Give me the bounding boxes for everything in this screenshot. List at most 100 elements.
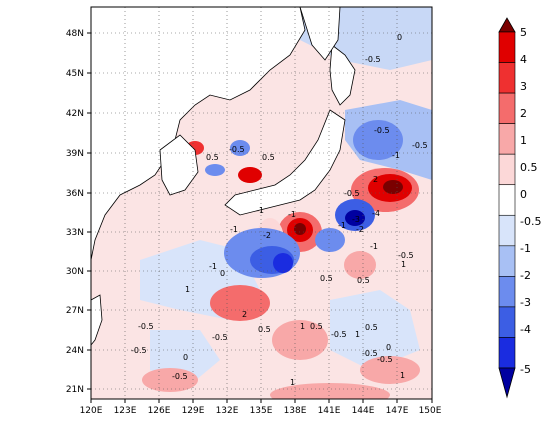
contour-label: -2	[263, 231, 271, 240]
lat-label: 36N	[66, 189, 84, 199]
colorbar-segment	[498, 123, 516, 155]
contour-label: -0.5	[398, 251, 414, 260]
colorbar-label: 0	[520, 188, 527, 201]
contour-label: -0.5	[138, 322, 154, 331]
contour-label: -0.5	[362, 349, 378, 358]
contour-label: 1	[355, 330, 360, 339]
anomaly-patch	[315, 228, 345, 252]
colorbar-segment	[498, 245, 516, 277]
contour-label: -0.5	[365, 55, 381, 64]
anomaly-patch	[210, 285, 270, 321]
colorbar-segment	[498, 92, 516, 124]
anomaly-patch	[383, 180, 403, 194]
lon-label: 132E	[216, 406, 239, 416]
anomaly-patch	[294, 223, 306, 235]
contour-label: -3	[352, 215, 360, 224]
colorbar-label: -3	[520, 296, 531, 309]
contour-label: -1	[392, 151, 400, 160]
contour-label: 0	[220, 269, 225, 278]
contour-label: -0.5	[412, 141, 428, 150]
colorbar-segment	[498, 62, 516, 94]
contour-label: 2	[373, 175, 378, 184]
colorbar-label: -4	[520, 323, 531, 336]
colorbar: 5 4 3 2 1 0.5 0 -0.5 -1 -2 -3 -4 -5	[498, 17, 541, 399]
lon-label: 144E	[352, 406, 375, 416]
contour-label: -0.5	[344, 189, 360, 198]
contour-label: 1	[401, 260, 406, 269]
contour-label: 1	[400, 371, 405, 380]
lat-label: 45N	[66, 69, 84, 79]
anomaly-patch	[238, 167, 262, 183]
contour-label: -0.5	[212, 333, 228, 342]
contour-label: 1	[290, 378, 295, 387]
map-plot-area: -0.5 0.5 -0.5 0.5 -1 -1 -0.5 -1 -0.5 0 -…	[91, 7, 432, 399]
colorbar-label: 1	[520, 134, 527, 147]
land-mask	[224, 109, 346, 216]
colorbar-segments	[498, 31, 516, 369]
contour-label: -0.5	[331, 330, 347, 339]
colorbar-top-arrow	[498, 17, 516, 33]
contour-label: 0	[397, 33, 402, 42]
contour-label: 1	[185, 285, 190, 294]
anomaly-patch	[353, 120, 403, 160]
contour-label: -0.5	[374, 126, 390, 135]
colorbar-segment	[498, 214, 516, 247]
land-mask	[299, 7, 341, 61]
lon-label: 135E	[250, 406, 273, 416]
contour-label: -0.5	[131, 346, 147, 355]
anomaly-patch	[230, 140, 250, 156]
contour-label: 0.5	[365, 323, 378, 332]
colorbar-segment	[498, 153, 516, 186]
land-mask	[91, 7, 306, 261]
land-mask	[159, 134, 199, 196]
colorbar-label: 0.5	[520, 161, 538, 174]
latitude-labels: 48N 45N 42N 39N 36N 33N 30N 27N 24N 21N	[66, 29, 84, 395]
anomaly-patch	[142, 368, 198, 392]
colorbar-label: 5	[520, 26, 527, 39]
contour-label: -2	[356, 225, 364, 234]
lon-label: 141E	[318, 406, 341, 416]
contour-label: -0.5	[377, 355, 393, 364]
lat-label: 21N	[66, 385, 84, 395]
contour-label: 0.5	[310, 322, 323, 331]
contour-label: 0.5	[357, 276, 370, 285]
longitude-axis	[90, 399, 433, 403]
lon-label: 147E	[386, 406, 409, 416]
lon-label: 138E	[284, 406, 307, 416]
longitude-labels: 120E 123E 126E 129E 132E 135E 138E 141E …	[80, 406, 442, 416]
contour-label: 0.5	[206, 153, 219, 162]
contour-label: -4	[372, 209, 380, 218]
anomaly-patch	[272, 320, 328, 360]
contour-label: -0.5	[172, 372, 188, 381]
contour-label: -1	[230, 225, 238, 234]
anomaly-patch	[205, 164, 225, 176]
lat-label: 30N	[66, 267, 84, 277]
lon-label: 126E	[148, 406, 171, 416]
colorbar-label: 4	[520, 53, 527, 66]
contour-labels: -0.5 0.5 -0.5 0.5 -1 -1 -0.5 -1 -0.5 0 -…	[131, 33, 428, 387]
colorbar-segment	[498, 31, 516, 63]
lat-label: 27N	[66, 306, 84, 316]
contour-label: 0	[386, 343, 391, 352]
anomaly-patch	[273, 253, 293, 273]
contour-label: -1	[370, 242, 378, 251]
contour-label: 2	[242, 310, 247, 319]
lon-label: 129E	[182, 406, 205, 416]
contour-label: 0.5	[320, 274, 333, 283]
anomaly-patch	[270, 383, 390, 399]
colorbar-segment	[498, 306, 516, 338]
contour-label: 0.5	[262, 153, 275, 162]
land-mask	[91, 294, 103, 346]
lat-label: 48N	[66, 29, 84, 39]
gridlines	[91, 7, 432, 399]
pale-blue-region	[330, 290, 420, 370]
lon-label: 123E	[114, 406, 137, 416]
contour-label: 0	[183, 353, 188, 362]
contour-label: -1	[288, 210, 296, 219]
colorbar-label: -1	[520, 242, 531, 255]
anomaly-patch	[344, 251, 376, 279]
colorbar-label: 2	[520, 107, 527, 120]
lon-label: 120E	[80, 406, 103, 416]
lat-label: 24N	[66, 346, 84, 356]
